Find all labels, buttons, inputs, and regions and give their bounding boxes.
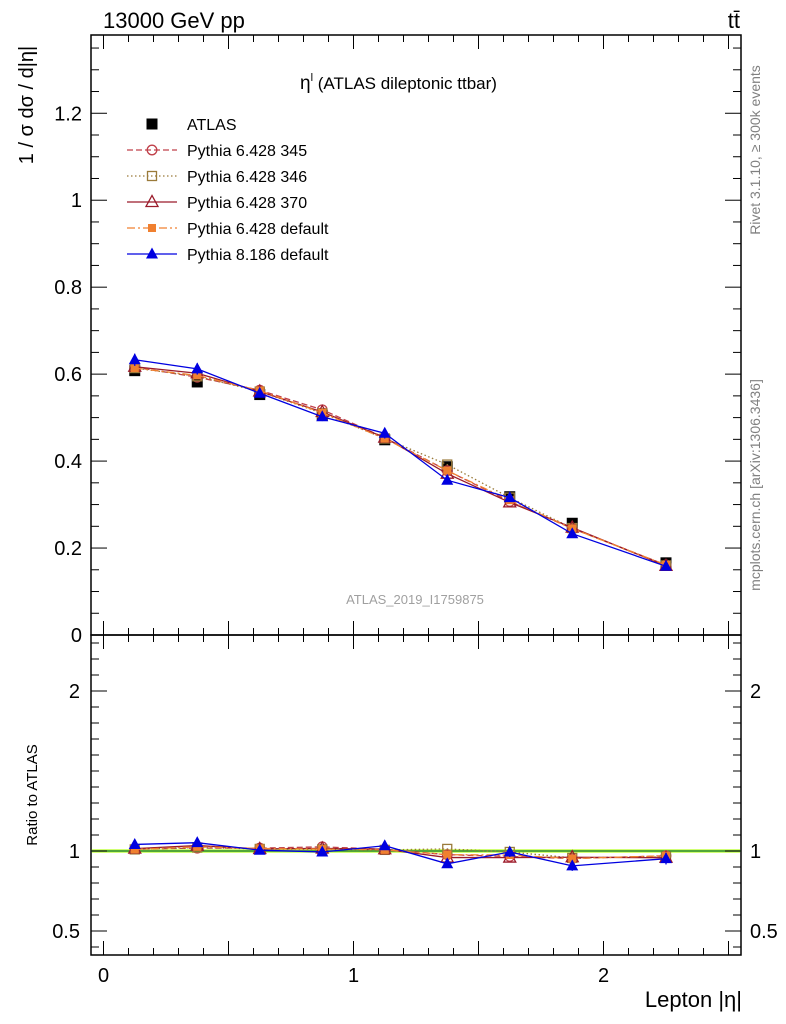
plot-title: ηl (ATLAS dileptonic ttbar) <box>300 72 497 94</box>
analysis-label: ATLAS_2019_I1759875 <box>346 592 484 607</box>
ratio-y-axis-label: Ratio to ATLAS <box>24 744 41 845</box>
ratio-point <box>443 850 452 859</box>
y-tick-label: 0.2 <box>54 538 82 560</box>
legend-label: Pythia 6.428 345 <box>187 143 307 160</box>
data-point <box>130 364 139 373</box>
ratio-point <box>128 837 141 849</box>
series-line <box>134 367 667 567</box>
data-point <box>253 386 266 398</box>
series-atlas <box>129 365 672 569</box>
legend-item: Pythia 6.428 346 <box>127 169 307 186</box>
ratio-point <box>566 859 579 871</box>
legend-label: Pythia 8.186 default <box>187 247 329 264</box>
series-pythia-6-428-default <box>130 364 670 569</box>
x-tick-label: 2 <box>598 965 609 987</box>
legend-label: ATLAS <box>187 117 237 134</box>
legend-marker <box>146 170 158 182</box>
ratio-plot-frame <box>90 634 742 956</box>
x-axis-label: Lepton |η| <box>645 987 742 1012</box>
data-point <box>503 491 516 503</box>
ratio-tick-label: 2 <box>69 681 80 703</box>
y-tick-label: 0 <box>71 625 82 647</box>
ratio-point <box>130 845 139 854</box>
mcplots-label: mcplots.cern.ch [arXiv:1306.3436] <box>747 379 763 591</box>
legend-label: Pythia 6.428 370 <box>187 195 307 212</box>
ratio-tick-label: 1 <box>69 841 80 863</box>
legend-label: Pythia 6.428 346 <box>187 169 307 186</box>
data-series <box>127 353 674 572</box>
data-point <box>660 559 672 571</box>
legend-marker <box>146 118 158 130</box>
data-point <box>193 371 202 380</box>
ratio-tick-label-right: 0.5 <box>750 921 778 943</box>
ratio-line <box>134 846 667 859</box>
data-point <box>443 466 452 475</box>
x-tick-label: 1 <box>348 965 359 987</box>
series-pythia-6-428-345 <box>129 361 672 571</box>
ratio-point <box>191 836 204 848</box>
y-tick-label: 1.2 <box>54 103 82 125</box>
y-tick-label: 0.6 <box>54 364 82 386</box>
series-pythia-8-186-default <box>128 353 672 571</box>
ratio-line <box>134 846 667 860</box>
data-point <box>378 426 391 438</box>
legend: ATLAS Pythia 6.428 345 Pythia 6.428 346 Pyt… <box>127 117 329 264</box>
ratio-point <box>660 852 672 864</box>
series-pythia-6-428-346 <box>129 362 672 571</box>
legend-item: Pythia 6.428 345 <box>127 143 307 160</box>
data-point <box>191 362 204 374</box>
data-point <box>441 473 454 485</box>
legend-marker <box>148 224 156 232</box>
series-line <box>134 359 667 567</box>
ratio-point <box>316 845 329 857</box>
axis-ticks <box>91 35 741 955</box>
legend-label: Pythia 6.428 default <box>187 221 329 238</box>
x-tick-label: 0 <box>98 965 109 987</box>
ratio-pythia-8-186-default <box>128 836 672 871</box>
ratio-point <box>253 843 266 855</box>
ratio-tick-label: 0.5 <box>52 921 80 943</box>
legend-item: ATLAS <box>146 117 237 134</box>
ratio-tick-label-right: 1 <box>750 841 761 863</box>
legend-item: Pythia 6.428 default <box>127 221 329 238</box>
tick-labels: 0 1 2 0 0.2 0.4 0.6 0.8 1 1.2 0.5 0.5 1 1 2 2 <box>52 103 778 987</box>
legend-marker <box>144 194 160 208</box>
y-tick-label: 0.4 <box>54 451 82 473</box>
data-point <box>128 353 141 365</box>
ratio-series <box>127 836 674 871</box>
y-axis-label: 1 / σ dσ / d|η| <box>16 46 38 164</box>
legend-marker <box>146 144 158 156</box>
legend-marker <box>146 247 158 259</box>
header-right-label: tt̄ <box>728 8 740 33</box>
ratio-point <box>568 854 577 863</box>
ratio-tick-label-right: 2 <box>750 681 761 703</box>
header-left-label: 13000 GeV pp <box>103 8 245 33</box>
legend-item: Pythia 8.186 default <box>127 247 329 264</box>
ratio-point <box>441 857 454 869</box>
series-pythia-6-428-370 <box>127 358 674 572</box>
legend-item: Pythia 6.428 370 <box>127 194 307 212</box>
ratio-point <box>503 845 516 857</box>
ratio-point <box>378 839 391 851</box>
series-line <box>134 367 667 566</box>
rivet-label: Rivet 3.1.10, ≥ 300k events <box>747 65 763 235</box>
data-point <box>566 527 579 539</box>
series-line <box>134 366 667 566</box>
series-line <box>134 366 667 567</box>
ratio-uncertainty-band <box>91 849 741 853</box>
y-tick-label: 0.8 <box>54 277 82 299</box>
data-point <box>316 410 329 422</box>
y-tick-label: 1 <box>71 190 82 212</box>
